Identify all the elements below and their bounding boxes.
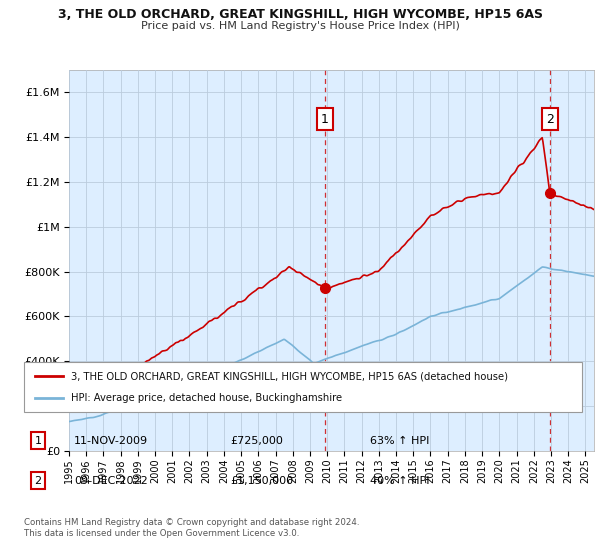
Text: HPI: Average price, detached house, Buckinghamshire: HPI: Average price, detached house, Buck…: [71, 393, 343, 403]
Text: 2: 2: [34, 475, 41, 486]
Text: £725,000: £725,000: [230, 436, 283, 446]
Text: £1,150,000: £1,150,000: [230, 475, 293, 486]
Text: 09-DEC-2022: 09-DEC-2022: [74, 475, 148, 486]
Text: 3, THE OLD ORCHARD, GREAT KINGSHILL, HIGH WYCOMBE, HP15 6AS: 3, THE OLD ORCHARD, GREAT KINGSHILL, HIG…: [58, 8, 542, 21]
Text: 63% ↑ HPI: 63% ↑ HPI: [370, 436, 430, 446]
Text: 1: 1: [321, 113, 329, 126]
Text: 2: 2: [546, 113, 554, 126]
Text: Price paid vs. HM Land Registry's House Price Index (HPI): Price paid vs. HM Land Registry's House …: [140, 21, 460, 31]
Text: 40% ↑ HPI: 40% ↑ HPI: [370, 475, 430, 486]
Text: 3, THE OLD ORCHARD, GREAT KINGSHILL, HIGH WYCOMBE, HP15 6AS (detached house): 3, THE OLD ORCHARD, GREAT KINGSHILL, HIG…: [71, 371, 508, 381]
Text: 11-NOV-2009: 11-NOV-2009: [74, 436, 148, 446]
Text: 1: 1: [34, 436, 41, 446]
FancyBboxPatch shape: [24, 362, 582, 412]
Text: Contains HM Land Registry data © Crown copyright and database right 2024.: Contains HM Land Registry data © Crown c…: [24, 518, 359, 527]
Text: This data is licensed under the Open Government Licence v3.0.: This data is licensed under the Open Gov…: [24, 529, 299, 538]
